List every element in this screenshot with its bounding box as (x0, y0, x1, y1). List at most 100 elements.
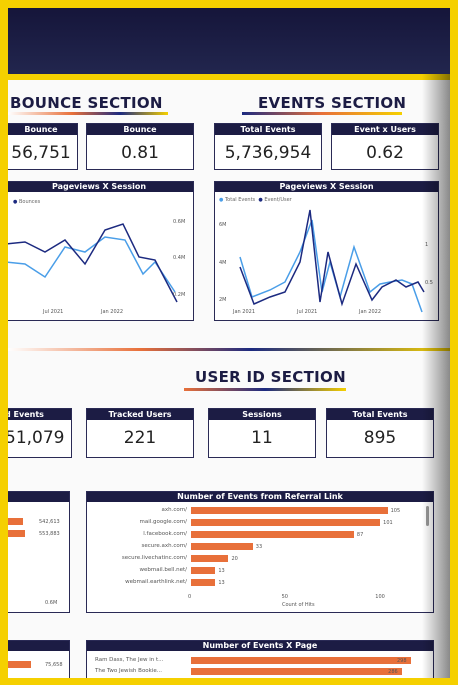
category-label: webmail.bell.net/ (139, 567, 187, 573)
y-tick: 2M (219, 297, 227, 303)
left-bottom-chart[interactable]: 75,658 (8, 640, 70, 678)
card-label: Tracked Users (87, 409, 193, 420)
bar (8, 530, 25, 537)
x-axis-label: Count of Hits (282, 602, 315, 608)
events-section-title: EVENTS SECTION (258, 94, 407, 112)
bar-value: 13 (218, 568, 225, 574)
card-label: Sessions (209, 409, 315, 420)
card-label: Bounce (8, 124, 77, 135)
userid-underline (184, 388, 346, 391)
events-underline (242, 112, 402, 115)
bar-value: 13 (218, 580, 225, 586)
y-tick: 0.4M (173, 255, 186, 261)
card-value: 0.81 (121, 143, 159, 163)
category-label: The Two Jewish Bookie... (95, 668, 163, 674)
chart-title: Number of Events from Referral Link (87, 492, 433, 502)
bar (191, 531, 354, 538)
pageviews-chart-right[interactable]: Pageviews X Session ● Total Events ● Eve… (214, 181, 439, 321)
y2-tick: 1 (425, 242, 429, 248)
category-label: secure.livechatinc.com/ (121, 555, 187, 561)
bar-value: 105 (390, 508, 401, 514)
scrollbar[interactable] (426, 506, 429, 526)
x-tick: Jan 2022 (359, 309, 382, 315)
card-value: 51,079 (8, 428, 65, 448)
x-tick: 50 (281, 594, 288, 600)
series-light (8, 236, 176, 293)
chart-title: Pageviews X Session (8, 182, 193, 192)
bounce-section-title: BOUNCE SECTION (10, 94, 163, 112)
x-tick: 0 (188, 594, 192, 600)
category-label: l.facebook.com/ (143, 531, 187, 537)
bar (191, 555, 229, 562)
legend-dot-icon: ● (219, 197, 224, 203)
chart-title (8, 641, 69, 651)
total-events-card-2[interactable]: Total Events 895 (326, 408, 434, 458)
bar-value: 286 (388, 669, 398, 675)
pageviews-chart-left[interactable]: Pageviews X Session ● Bounces 0.6M 0.4M … (8, 181, 194, 321)
bar (191, 507, 388, 514)
card-label: d Events (8, 409, 71, 420)
card-label: Bounce (87, 124, 193, 135)
card-value: 221 (123, 428, 157, 448)
left-bar-chart[interactable]: 542,613 553,883 0.6M (8, 491, 70, 613)
y-tick: 0.2M (173, 292, 186, 298)
legend: ● Total Events ● Event/User (219, 197, 292, 203)
bar (191, 519, 381, 526)
card-value: 0.62 (366, 143, 404, 163)
bar-value: 101 (383, 520, 393, 526)
x-tick: 0.6M (45, 600, 58, 606)
events-x-page-chart[interactable]: Number of Events X Page Ram Dass, The Je… (86, 640, 434, 678)
dashboard-frame: BOUNCE SECTION EVENTS SECTION Bounce 56,… (8, 8, 450, 678)
y2-tick: 0.5 (425, 280, 433, 286)
pageviews-left-lines (8, 223, 178, 303)
bounce-card-1[interactable]: Bounce 56,751 (8, 123, 78, 170)
category-label: axh.com/ (161, 507, 187, 513)
bar-value: 87 (356, 532, 364, 538)
card-value: 5,736,954 (224, 143, 312, 163)
chart-title (8, 492, 69, 502)
events-card[interactable]: d Events 51,079 (8, 408, 72, 458)
legend-dot-icon: ● (258, 197, 263, 203)
section-separator (8, 348, 450, 351)
series-dark (8, 223, 178, 303)
card-value: 895 (363, 428, 397, 448)
y-tick: 0.6M (173, 219, 186, 225)
bar-value: 33 (255, 544, 263, 550)
card-value: 11 (251, 428, 273, 448)
x-tick: 100 (375, 594, 385, 600)
legend-label: Bounces (18, 199, 41, 205)
category-label: webmail.earthlink.net/ (125, 579, 187, 585)
card-label: Total Events (327, 409, 433, 420)
category-label: mail.google.com/ (139, 519, 187, 525)
card-label: Event x Users (332, 124, 438, 135)
bar (8, 518, 23, 525)
bar (191, 567, 216, 574)
banner-gold-line (8, 74, 450, 80)
total-events-card[interactable]: Total Events 5,736,954 (214, 123, 322, 170)
category-label: Ram Dass, The Jew in t... (95, 657, 164, 663)
legend-bounces: ● Bounces (13, 199, 40, 205)
x-tick: Jul 2021 (297, 309, 318, 315)
bounce-card-2[interactable]: Bounce 0.81 (86, 123, 194, 170)
x-tick: Jul 2021 (43, 309, 64, 315)
tracked-users-card[interactable]: Tracked Users 221 (86, 408, 194, 458)
bar (191, 657, 411, 664)
referral-link-chart[interactable]: Number of Events from Referral Link axh.… (86, 491, 434, 613)
bar-value: 20 (231, 556, 238, 562)
event-x-users-card[interactable]: Event x Users 0.62 (331, 123, 439, 170)
chart-title: Pageviews X Session (215, 182, 438, 192)
bar (8, 661, 31, 668)
bar-value: 298 (397, 658, 407, 664)
y-tick: 6M (219, 222, 227, 228)
sessions-card[interactable]: Sessions 11 (208, 408, 316, 458)
userid-section-title: USER ID SECTION (195, 368, 346, 386)
card-label: Total Events (215, 124, 321, 135)
x-tick: Jan 2021 (233, 309, 256, 315)
legend-label: Event/User (264, 197, 292, 203)
top-banner (8, 8, 450, 74)
card-value: 56,751 (11, 143, 71, 163)
bar-value: 542,613 (39, 519, 60, 525)
chart-title: Number of Events X Page (87, 641, 433, 651)
bounce-underline (8, 112, 168, 115)
bar-value: 553,883 (39, 531, 60, 537)
